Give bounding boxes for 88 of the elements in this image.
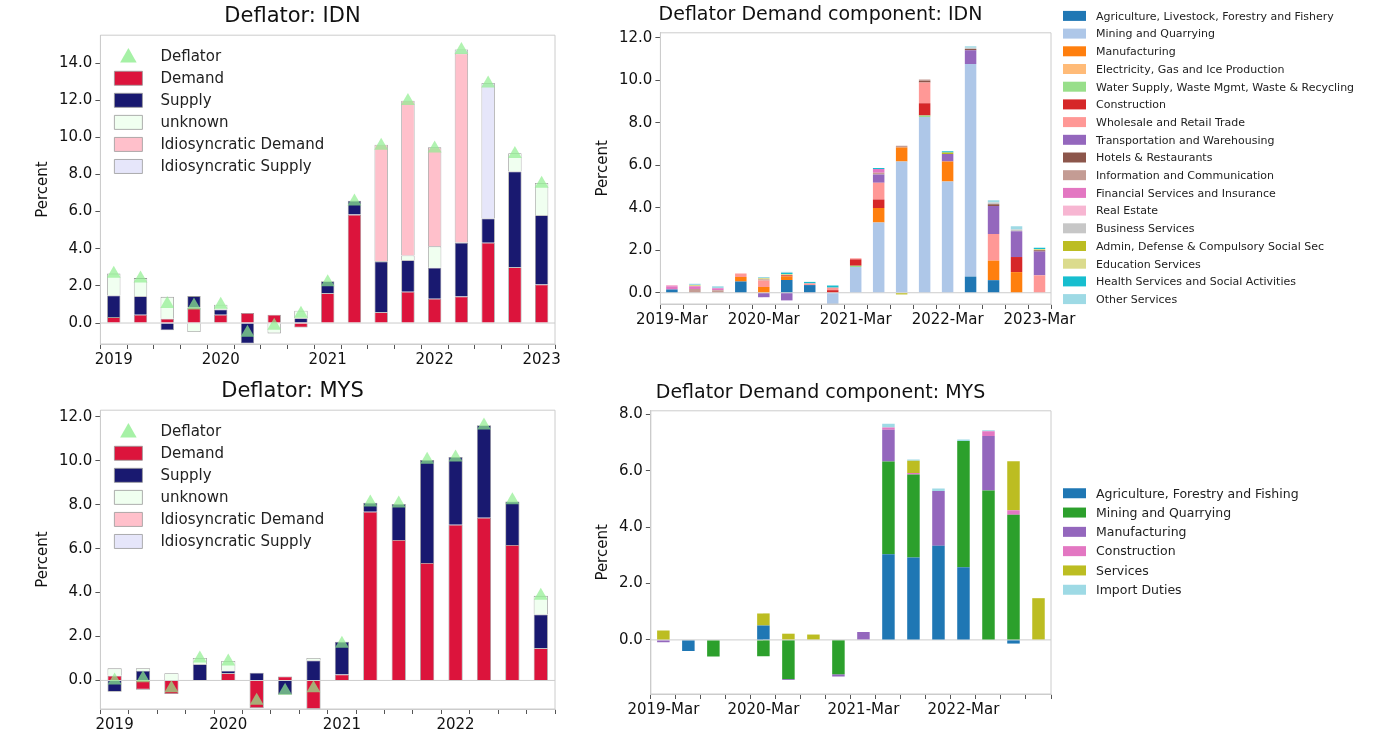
y-tick-label: 14.0	[58, 52, 93, 71]
legend-label: Supply	[160, 466, 212, 485]
y-tick-label: 10.0	[58, 450, 93, 469]
chart-title: Deflator: IDN	[224, 3, 361, 28]
y-tick-label: 2.0	[68, 275, 93, 294]
x-tick-label: 2022-Mar	[927, 699, 1001, 718]
legend-label: Construction	[1096, 543, 1176, 559]
legend-label: Idiosyncratic Demand	[160, 510, 325, 529]
legend-label: Agriculture, Livestock, Forestry and Fishery	[1096, 9, 1335, 23]
x-tick-label: 2020	[209, 714, 248, 733]
y-tick-label: 6.0	[68, 538, 93, 557]
x-tick-label: 2020-Mar	[727, 699, 801, 718]
y-tick-label: 10.0	[618, 70, 653, 89]
chart-title: Deflator Demand component: MYS	[655, 380, 986, 403]
legend-label: Idiosyncratic Supply	[160, 157, 312, 176]
legend-label: Mining and Quarrying	[1096, 504, 1232, 520]
y-tick-label: 4.0	[619, 517, 643, 536]
legend-label: Health Services and Social Activities	[1096, 275, 1297, 289]
legend-label: Real Estate	[1096, 204, 1159, 218]
legend-label: Water Supply, Waste Mgmt, Waste & Recycling	[1096, 80, 1355, 94]
legend-label: Financial Services and Insurance	[1096, 186, 1276, 200]
x-tick-label: 2022-Mar	[911, 309, 985, 328]
y-tick-label: 12.0	[58, 90, 93, 109]
y-tick-label: 8.0	[68, 494, 93, 513]
legend-label: Business Services	[1096, 222, 1195, 236]
chart-title: Deflator: MYS	[221, 378, 364, 403]
legend-label: Education Services	[1096, 257, 1201, 271]
y-tick-label: 10.0	[58, 127, 93, 146]
y-axis-title: Percent	[32, 161, 51, 218]
y-tick-label: 2.0	[68, 626, 93, 645]
y-tick-label: 8.0	[68, 164, 93, 183]
y-tick-label: 8.0	[619, 404, 643, 423]
legend-label: Demand	[160, 69, 225, 88]
x-tick-label: 2020-Mar	[727, 309, 801, 328]
y-tick-label: 4.0	[628, 197, 653, 216]
legend-label: Electricity, Gas and Ice Production	[1096, 62, 1285, 76]
legend-label: Demand	[160, 444, 225, 463]
x-tick-label: 2019	[95, 714, 134, 733]
legend-label: Other Services	[1096, 292, 1178, 306]
y-axis-title: Percent	[592, 524, 611, 581]
y-tick-label: 4.0	[68, 582, 93, 601]
x-tick-label: 2023	[522, 349, 561, 368]
legend-label: Wholesale and Retail Trade	[1096, 115, 1246, 129]
legend-label: unknown	[160, 113, 229, 132]
legend-label: Agriculture, Forestry and Fishing	[1096, 485, 1299, 501]
legend-label: Services	[1096, 562, 1149, 578]
x-tick-label: 2021	[322, 714, 361, 733]
legend-label: Import Duties	[1096, 582, 1182, 597]
legend-label: Idiosyncratic Demand	[160, 135, 325, 154]
x-tick-label: 2019-Mar	[635, 309, 709, 328]
legend-label: Information and Communication	[1096, 169, 1275, 183]
y-tick-label: 12.0	[58, 406, 93, 425]
y-axis-title: Percent	[32, 531, 51, 588]
y-tick-label: 0.0	[619, 629, 643, 648]
legend-label: Deflator	[160, 47, 222, 66]
y-tick-label: 12.0	[618, 27, 653, 46]
y-tick-label: 8.0	[628, 112, 653, 131]
x-tick-label: 2023-Mar	[1003, 309, 1077, 328]
y-tick-label: 4.0	[68, 238, 93, 257]
legend-label: Mining and Quarrying	[1096, 27, 1215, 41]
x-tick-label: 2020	[201, 349, 240, 368]
y-tick-label: 6.0	[628, 155, 653, 174]
x-tick-label: 2021	[308, 349, 347, 368]
y-tick-label: 0.0	[68, 670, 93, 689]
y-tick-label: 2.0	[628, 240, 653, 259]
y-tick-label: 0.0	[628, 282, 653, 301]
x-tick-label: 2019	[94, 349, 133, 368]
legend-label: Hotels & Restaurants	[1096, 151, 1213, 165]
legend-label: Manufacturing	[1096, 45, 1176, 59]
legend-label: Construction	[1096, 98, 1167, 112]
x-tick-label: 2021-Mar	[827, 699, 901, 718]
y-tick-label: 2.0	[619, 573, 643, 592]
legend-label: Admin, Defense & Compulsory Social Sec	[1096, 239, 1325, 253]
legend-label: Transportation and Warehousing	[1095, 133, 1275, 147]
y-tick-label: 6.0	[619, 460, 643, 479]
y-tick-label: 6.0	[68, 201, 93, 220]
x-tick-label: 2019-Mar	[627, 699, 701, 718]
legend-label: Deflator	[160, 422, 222, 441]
x-tick-label: 2022	[436, 714, 475, 733]
legend-label: Supply	[160, 91, 212, 110]
y-axis-title: Percent	[592, 140, 611, 197]
legend-label: unknown	[160, 488, 229, 507]
y-tick-label: 0.0	[68, 312, 93, 331]
legend-label: Idiosyncratic Supply	[160, 532, 312, 551]
chart-title: Deflator Demand component: IDN	[658, 2, 983, 25]
legend-label: Manufacturing	[1096, 524, 1187, 540]
x-tick-label: 2021-Mar	[819, 309, 893, 328]
x-tick-label: 2022	[415, 349, 454, 368]
